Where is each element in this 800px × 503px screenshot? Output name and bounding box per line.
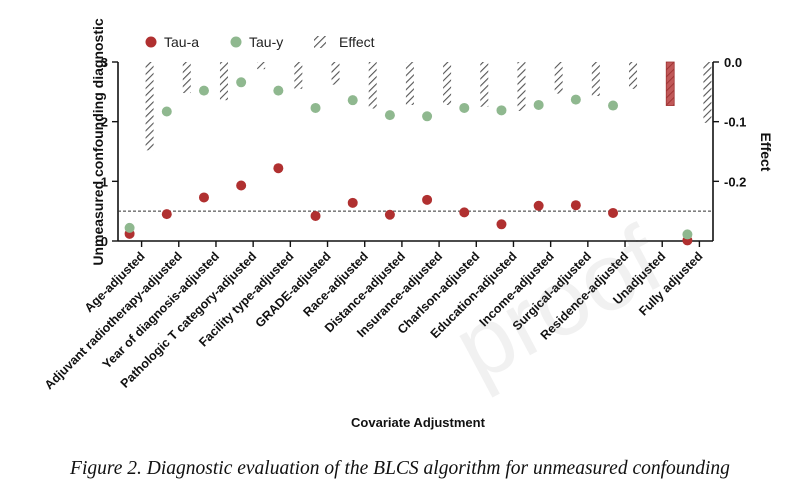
legend-label-tau-a: Tau-a (164, 34, 199, 50)
tau-a-point (608, 207, 619, 218)
tau-a-point (236, 180, 247, 191)
tau-y-point (124, 222, 135, 233)
tau-a-point (310, 210, 321, 221)
legend-marker-tau-y (230, 36, 242, 48)
x-tick-label: Adjuvant radiotherapy-adjusted (42, 249, 185, 392)
y-axis-left-title: Unmeasured confounding diagnostic (90, 18, 106, 266)
tau-a-point (533, 200, 544, 211)
effect-bar (257, 62, 266, 70)
effect-bar (368, 62, 377, 109)
x-tick-label: Pathologic T category-adjusted (118, 249, 260, 391)
axes: 0 1 2 3 0.0 -0.1 -0.2 (101, 55, 747, 249)
tau-a-point (161, 209, 172, 220)
tau-a-point (459, 207, 470, 218)
tau-y-point (682, 229, 693, 240)
tau-a-point (273, 163, 284, 174)
effect-bar (629, 62, 638, 89)
effect-bar (443, 62, 452, 105)
legend: Tau-a Tau-y Effect (145, 34, 375, 50)
y-left-tick-label: 3 (101, 55, 108, 70)
tau-y-point (496, 105, 507, 116)
effect-bar (703, 62, 712, 123)
tau-y-point (161, 106, 172, 117)
tau-y-point (198, 85, 209, 96)
y-right-tick-label: 0.0 (724, 55, 742, 70)
effect-bar (294, 62, 303, 89)
x-tick-label: Race-adjusted (301, 249, 371, 319)
legend-marker-tau-a (145, 36, 157, 48)
y-left-tick-label: 2 (101, 115, 108, 130)
y-right-tick-label: -0.2 (724, 174, 746, 189)
effect-bar (182, 62, 191, 94)
y-right-tick-label: -0.1 (724, 115, 746, 130)
legend-label-effect: Effect (339, 34, 375, 50)
effect-bar (554, 62, 563, 94)
tau-a-point (422, 194, 433, 205)
y-axis-right-title: Effect (758, 133, 774, 172)
tau-a-point (570, 200, 581, 211)
tau-points (124, 77, 693, 246)
tau-y-point (236, 77, 247, 88)
effect-bar (331, 62, 340, 85)
tau-y-point (310, 102, 321, 113)
tau-y-point (347, 95, 358, 106)
effect-bar (517, 62, 526, 111)
effect-bar (665, 61, 675, 106)
tau-a-point (347, 197, 358, 208)
tau-y-point (273, 85, 284, 96)
tau-y-point (533, 99, 544, 110)
tau-a-point (496, 219, 507, 230)
tau-y-point (459, 102, 470, 113)
effect-bar (480, 62, 489, 107)
legend-marker-effect (314, 36, 326, 48)
effect-bar (591, 62, 600, 97)
effect-bar (219, 62, 228, 101)
figure-caption: Figure 2. Diagnostic evaluation of the B… (70, 458, 730, 479)
tau-y-point (422, 111, 433, 122)
tau-y-point (608, 100, 619, 111)
tau-a-point (384, 209, 395, 220)
tau-y-point (570, 94, 581, 105)
tau-y-point (384, 110, 395, 121)
y-left-tick-label: 1 (101, 174, 108, 189)
tau-a-point (198, 192, 209, 203)
effect-bar (405, 62, 414, 105)
y-left-tick-label: 0 (101, 234, 108, 249)
effect-bars (145, 61, 712, 151)
effect-bar (145, 62, 154, 151)
x-tick-label: Fully adjusted (636, 249, 705, 318)
legend-label-tau-y: Tau-y (249, 34, 283, 50)
x-axis-title: Covariate Adjustment (351, 415, 486, 430)
